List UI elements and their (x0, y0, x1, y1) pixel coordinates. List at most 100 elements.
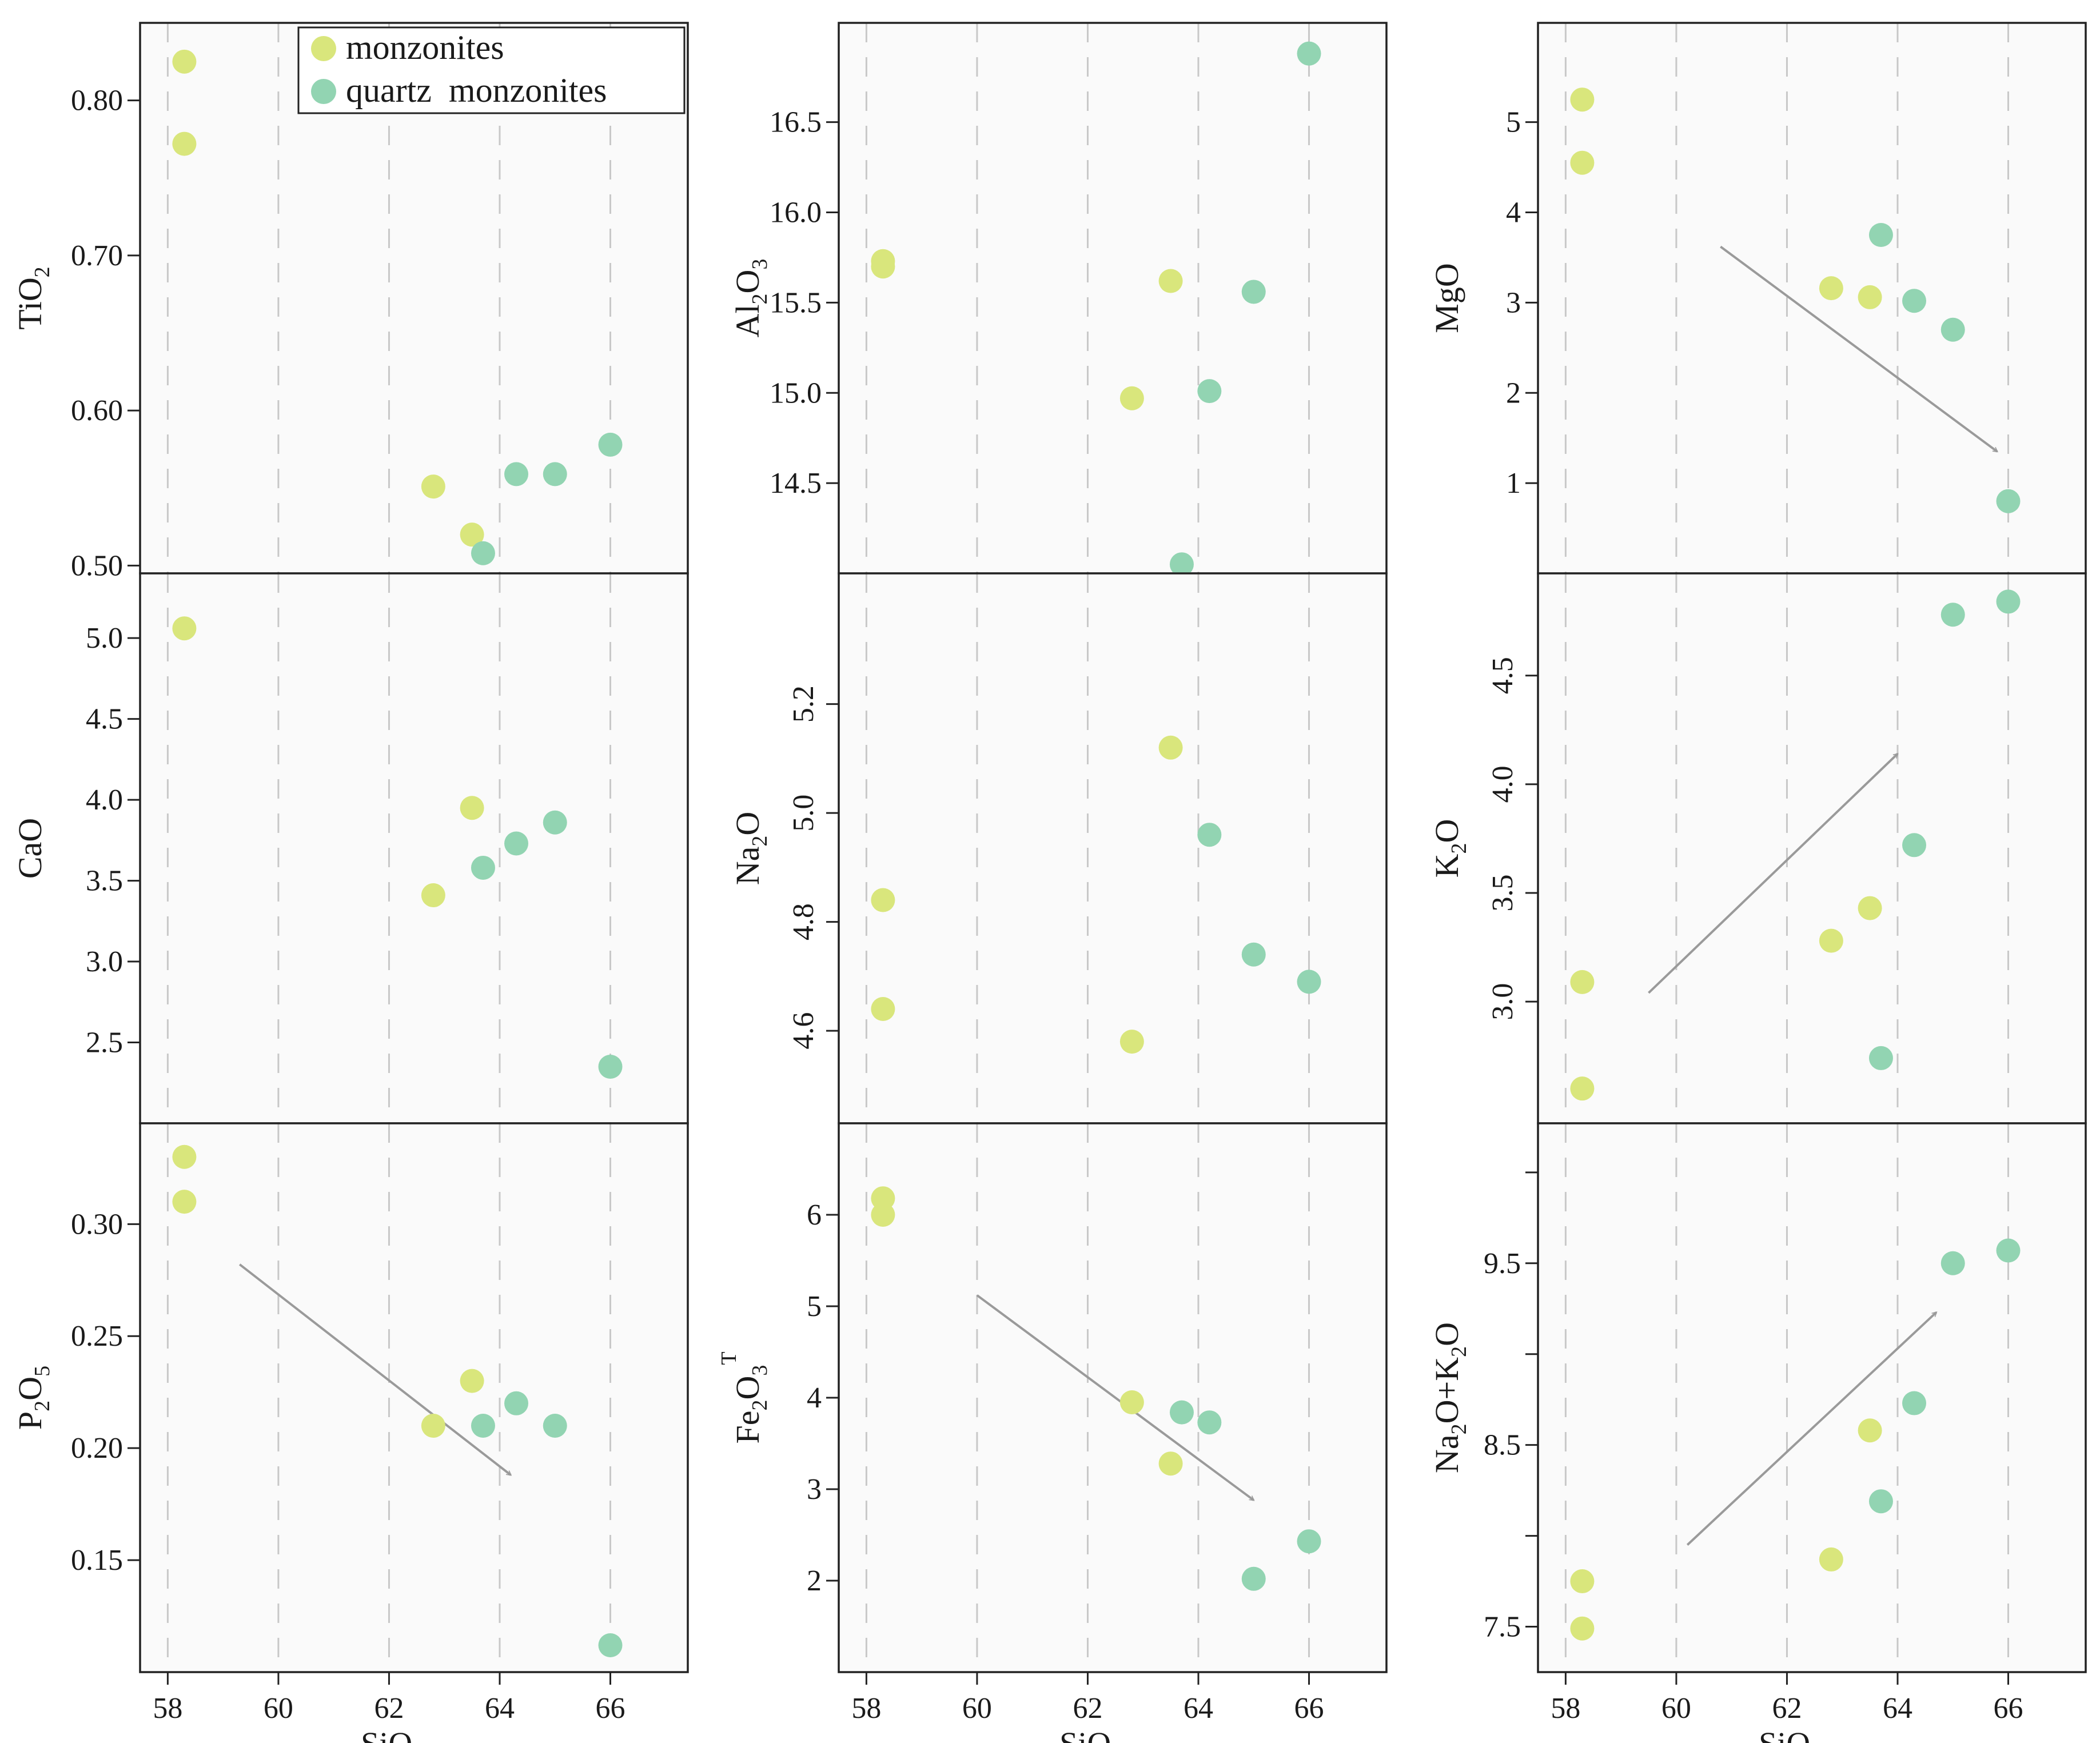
point-quartz-monzonite-p2o5 (471, 1413, 495, 1438)
point-quartz-monzonite-alk (1902, 1391, 1927, 1415)
ytick-label-al2o3: 15.0 (770, 377, 822, 409)
point-quartz-monzonite-cao (504, 831, 529, 856)
point-quartz-monzonite-k2o (1996, 589, 2021, 614)
point-quartz-monzonite-al2o3 (1241, 280, 1266, 304)
ytick-label-tio2: 0.50 (71, 549, 123, 582)
trend-arrow-k2o (1648, 754, 1898, 994)
point-quartz-monzonite-al2o3 (1169, 552, 1194, 577)
x-axis-label-alk: SiO2 (1759, 1725, 1821, 1743)
point-quartz-monzonite-k2o (1902, 833, 1927, 857)
ytick-label-mgo: 4 (1506, 197, 1521, 229)
ytick-label-fe2o3t: 3 (807, 1473, 822, 1506)
ytick-label-mgo: 2 (1506, 377, 1521, 409)
ytick-label-fe2o3t: 4 (807, 1382, 822, 1414)
trend-arrow-alk (1686, 1313, 1936, 1546)
ytick-label-fe2o3t: 2 (807, 1565, 822, 1597)
ytick-label-alk: 9.5 (1484, 1247, 1521, 1280)
point-quartz-monzonite-alk (1940, 1251, 1965, 1275)
xtick-label-p2o5: 58 (153, 1692, 182, 1725)
point-quartz-monzonite-fe2o3t (1241, 1566, 1266, 1591)
ytick-label-p2o5: 0.25 (71, 1320, 123, 1353)
panel-k2o: 3.0 3.5 4.0 4.5 K2O (1428, 572, 2087, 1124)
point-quartz-monzonite-tio2 (598, 432, 623, 457)
y-axis-label-al2o3: Al2O3 (729, 259, 772, 338)
ytick-label-mgo: 1 (1506, 467, 1521, 500)
ytick-label-al2o3: 16.0 (770, 197, 822, 229)
point-monzonite-alk (1570, 1616, 1595, 1641)
plot-area-na2o (839, 573, 1386, 1123)
point-monzonite-k2o (1570, 970, 1595, 994)
point-monzonite-mgo (1570, 150, 1595, 175)
point-quartz-monzonite-cao (598, 1054, 623, 1079)
plot-area-tio2 (140, 23, 688, 573)
xtick-label-alk: 64 (1883, 1692, 1912, 1725)
point-monzonite-tio2 (460, 522, 484, 547)
point-monzonite-al2o3 (871, 254, 895, 279)
xtick-label-alk: 58 (1551, 1692, 1580, 1725)
y-axis-label-p2o5: P2O5 (11, 1366, 54, 1430)
point-quartz-monzonite-p2o5 (504, 1391, 529, 1415)
y-axis-label-fe2o3t: Fe2O3T (717, 1351, 772, 1443)
point-quartz-monzonite-na2o (1297, 970, 1321, 994)
ytick-label-cao: 5.0 (86, 622, 123, 655)
point-monzonite-cao (172, 616, 197, 641)
ytick-label-tio2: 0.70 (71, 240, 123, 272)
legend-monzonites-label: monzonites (346, 29, 504, 66)
plot-area-p2o5 (140, 1123, 688, 1672)
ytick-label-cao: 4.0 (86, 784, 123, 816)
ytick-label-tio2: 0.60 (71, 394, 123, 427)
point-quartz-monzonite-mgo (1902, 289, 1927, 313)
point-monzonite-tio2 (172, 131, 197, 156)
ytick-label-p2o5: 0.15 (71, 1544, 123, 1577)
xtick-label-p2o5: 62 (374, 1692, 404, 1725)
point-quartz-monzonite-alk (1868, 1489, 1893, 1514)
point-monzonite-alk (1819, 1547, 1843, 1572)
panel-mgo: 1 2 3 4 5 MgO (1428, 22, 2087, 575)
y-axis-label-mgo: MgO (1428, 263, 1465, 333)
ytick-label-k2o: 3.5 (1487, 874, 1519, 911)
y-axis-label-na2o: Na2O (729, 812, 772, 886)
point-monzonite-na2o (1158, 735, 1183, 760)
point-monzonite-k2o (1858, 896, 1882, 920)
point-monzonite-p2o5 (172, 1144, 197, 1169)
plot-area-cao (140, 573, 688, 1123)
frame-p2o5 (139, 1122, 689, 1673)
point-monzonite-p2o5 (460, 1369, 484, 1393)
point-monzonite-mgo (1570, 87, 1595, 112)
plot-area-alk (1538, 1123, 2086, 1672)
legend-quartz-monzonites-label: quartz monzonites (346, 71, 607, 109)
xtick-label-p2o5: 60 (264, 1692, 293, 1725)
ytick-label-na2o: 4.6 (787, 1012, 820, 1050)
point-monzonite-tio2 (421, 474, 445, 499)
point-quartz-monzonite-p2o5 (543, 1413, 567, 1438)
xtick-label-fe2o3t: 60 (962, 1692, 992, 1725)
ytick-label-cao: 4.5 (86, 703, 123, 736)
xtick-label-alk: 66 (1994, 1692, 2023, 1725)
legend-box (297, 26, 686, 114)
y-axis-label-k2o: K2O (1428, 819, 1471, 878)
point-quartz-monzonite-al2o3 (1197, 379, 1222, 404)
point-quartz-monzonite-al2o3 (1297, 41, 1321, 66)
point-quartz-monzonite-p2o5 (598, 1633, 623, 1657)
point-quartz-monzonite-fe2o3t (1169, 1400, 1194, 1425)
x-axis-label-p2o5: SiO2 (361, 1725, 423, 1743)
point-monzonite-p2o5 (421, 1413, 445, 1438)
xtick-label-fe2o3t: 62 (1073, 1692, 1102, 1725)
point-monzonite-alk (1858, 1418, 1882, 1443)
point-monzonite-fe2o3t (871, 1186, 895, 1211)
ytick-label-mgo: 5 (1506, 106, 1521, 139)
point-quartz-monzonite-cao (471, 855, 495, 880)
ytick-label-k2o: 4.0 (1487, 765, 1519, 803)
ytick-label-cao: 2.5 (86, 1027, 123, 1059)
legend-quartz-monzonites-marker (311, 79, 336, 104)
point-monzonite-na2o (871, 888, 895, 912)
point-monzonite-k2o (1819, 928, 1843, 953)
point-quartz-monzonite-alk (1996, 1238, 2021, 1263)
point-quartz-monzonite-na2o (1197, 823, 1222, 847)
y-axis-label-cao: CaO (11, 818, 49, 879)
trend-arrow-fe2o3t (976, 1294, 1254, 1501)
point-quartz-monzonite-mgo (1996, 489, 2021, 513)
point-monzonite-na2o (871, 996, 895, 1021)
panel-cao: 2.5 3.0 3.5 4.0 4.5 5.0 CaO (11, 572, 689, 1124)
